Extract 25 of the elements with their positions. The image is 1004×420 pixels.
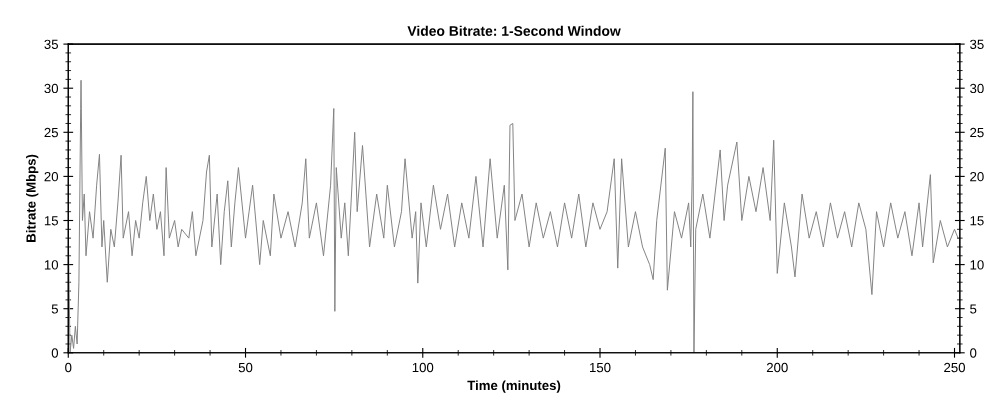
y2-tick-label: 30: [970, 83, 984, 94]
x-tick-label: 150: [590, 362, 611, 373]
x-tick-label: 50: [238, 362, 253, 373]
y2-tick-label: 35: [970, 39, 984, 50]
y-tick-label: 0: [51, 348, 59, 358]
y-tick-label: 30: [44, 83, 59, 94]
y2-tick-label: 10: [970, 260, 984, 270]
y2-tick-label: 25: [970, 127, 984, 138]
y-tick-label: 15: [44, 216, 58, 226]
y-tick-label: 10: [44, 260, 59, 270]
y-tick-label: 5: [51, 304, 58, 314]
y-axis-title: Bitrate (Mbps): [26, 154, 39, 242]
y-tick-label: 20: [44, 171, 59, 182]
chart-title: Video Bitrate: 1-Second Window: [407, 25, 621, 36]
y2-tick-label: 15: [970, 216, 984, 226]
y-tick-label: 35: [44, 39, 58, 50]
x-tick-label: 0: [65, 362, 72, 373]
x-tick-label: 100: [412, 362, 434, 373]
x-tick-label: 250: [944, 362, 965, 373]
x-tick-label: 200: [766, 362, 788, 373]
y-tick-label: 25: [44, 127, 58, 138]
x-axis-title: Time (minutes): [467, 380, 561, 393]
y2-tick-label: 0: [970, 348, 977, 358]
y2-tick-label: 20: [970, 171, 984, 182]
y2-tick-label: 5: [970, 304, 977, 314]
